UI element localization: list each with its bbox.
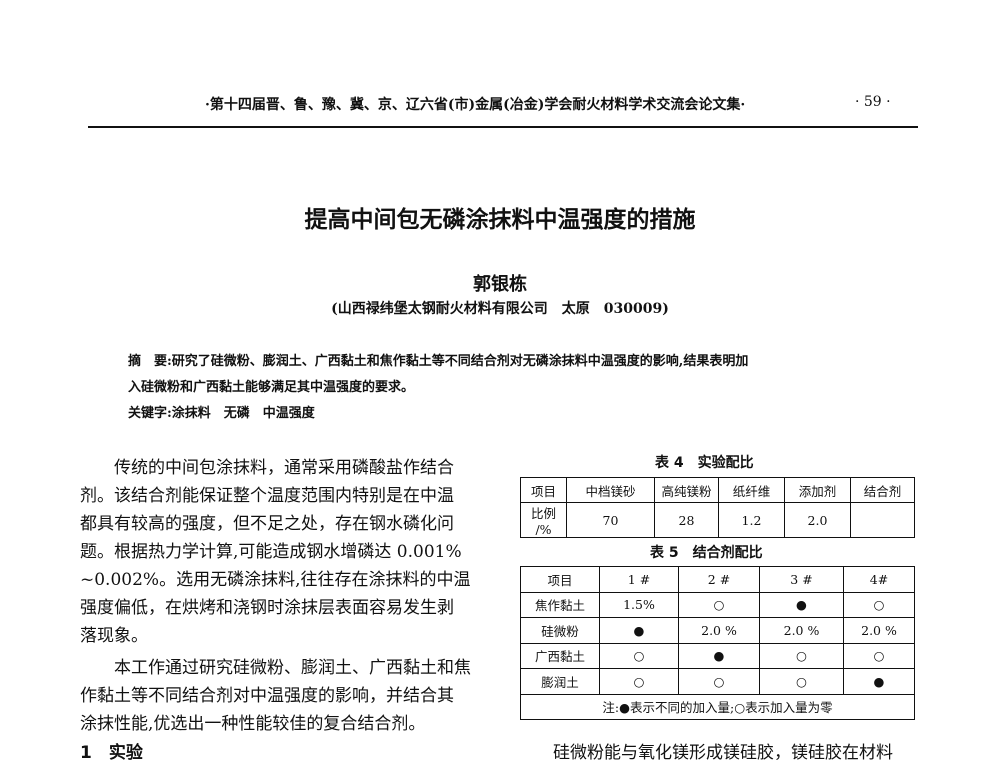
t5-cell: ○ [843, 642, 915, 669]
t5-header: 4# [843, 566, 915, 593]
table4: 项目 中档镁砂 高纯镁粉 纸纤维 添加剂 结合剂 比例 /% 70 28 1.2 2.0 [520, 477, 915, 538]
body-line: 强度偏低，在烘烤和浇钢时涂抹层表面容易发生剥 [80, 598, 454, 618]
body-right-text: 硅微粉能与氧化镁形成镁硅胶，镁硅胶在材料 [553, 743, 893, 760]
body-line: 题。根据热力学计算,可能造成钢水增磷达 0.001% [80, 542, 462, 562]
header-rule [88, 126, 918, 128]
t4-cell: 1.2 [718, 502, 785, 538]
t5-cell: ○ [599, 668, 679, 695]
t5-cell: 硅微粉 [520, 617, 600, 644]
page-number: · 59 · [855, 94, 891, 110]
t5-cell: ○ [843, 591, 915, 618]
t5-header: 2 # [678, 566, 760, 593]
body-line: 作黏土等不同结合剂对中温强度的影响，并结合其 [80, 686, 454, 706]
section-heading: 1 实验 [80, 743, 143, 760]
keywords: 关键字:涂抹料 无磷 中温强度 [128, 406, 315, 421]
body-line: 传统的中间包涂抹料，通常采用磷酸盐作结合 [80, 458, 454, 478]
table5: 项目 1 #2 #3 #4# 焦作黏土 1.5% ○ ● ○ 硅微粉 ● 2.0 % 2.0 % 2… [520, 566, 915, 720]
t5-cell: 广西黏土 [520, 642, 600, 669]
body-line: 涂抹性能,优选出一种性能较佳的复合结合剂。 [80, 714, 426, 734]
abstract-line: 入硅微粉和广西黏土能够满足其中温强度的要求。 [128, 380, 415, 395]
body-line: ~0.002%。选用无磷涂抹料,往往存在涂抹料的中温 [80, 570, 471, 590]
affiliation: (山西禄纬堡太钢耐火材料有限公司 太原 030009) [331, 301, 669, 317]
t4-cell: 比例 /% [520, 502, 567, 538]
t5-cell: ○ [678, 591, 760, 618]
t5-header: 1 # [599, 566, 679, 593]
paper-title: 提高中间包无磷涂抹料中温强度的措施 [304, 207, 696, 233]
author: 郭银栋 [473, 274, 527, 295]
t5-cell: ○ [759, 668, 844, 695]
t5-cell: ● [599, 617, 679, 644]
t5-cell: 膨润土 [520, 668, 600, 695]
t5-cell: ● [759, 591, 844, 618]
t5-cell: ● [678, 642, 760, 669]
t4-cell: 28 [654, 502, 719, 538]
running-header: ·第十四届晋、鲁、豫、冀、京、辽六省(市)金属(冶金)学会耐火材料学术交流会论文… [205, 97, 746, 113]
t5-cell: 2.0 % [843, 617, 915, 644]
body-line: 都具有较高的强度，但不足之处，存在钢水磷化问 [80, 514, 454, 534]
t5-cell: 1.5% [599, 591, 679, 618]
t4-header: 中档镁砂 [566, 477, 655, 503]
t5-cell: ○ [599, 642, 679, 669]
body-line: 本工作通过研究硅微粉、膨润土、广西黏土和焦 [80, 658, 471, 678]
t4-header: 添加剂 [784, 477, 851, 503]
t4-cell: 2.0 [784, 502, 851, 538]
t5-cell: ● [843, 668, 915, 695]
t5-cell: 焦作黏土 [520, 591, 600, 618]
t4-header: 高纯镁粉 [654, 477, 719, 503]
t5-header: 项目 [520, 566, 600, 593]
t5-cell: 2.0 % [759, 617, 844, 644]
t4-header: 项目 [520, 477, 567, 503]
t5-header: 3 # [759, 566, 844, 593]
t5-cell: ○ [759, 642, 844, 669]
t4-cell [850, 502, 915, 538]
table4-caption: 表 4 实验配比 [655, 455, 754, 471]
t4-header: 纸纤维 [718, 477, 785, 503]
table5-caption: 表 5 结合剂配比 [650, 545, 763, 561]
t5-cell: 2.0 % [678, 617, 760, 644]
t5-cell: ○ [678, 668, 760, 695]
body-line: 落现象。 [80, 626, 148, 646]
t4-header: 结合剂 [850, 477, 915, 503]
abstract-line: 摘 要:研究了硅微粉、膨润土、广西黏土和焦作黏土等不同结合剂对无磷涂抹料中温强度… [128, 354, 749, 369]
t5-note: 注:●表示不同的加入量;○表示加入量为零 [520, 693, 915, 720]
body-line: 剂。该结合剂能保证整个温度范围内特别是在中温 [80, 486, 454, 506]
t4-cell: 70 [566, 502, 655, 538]
